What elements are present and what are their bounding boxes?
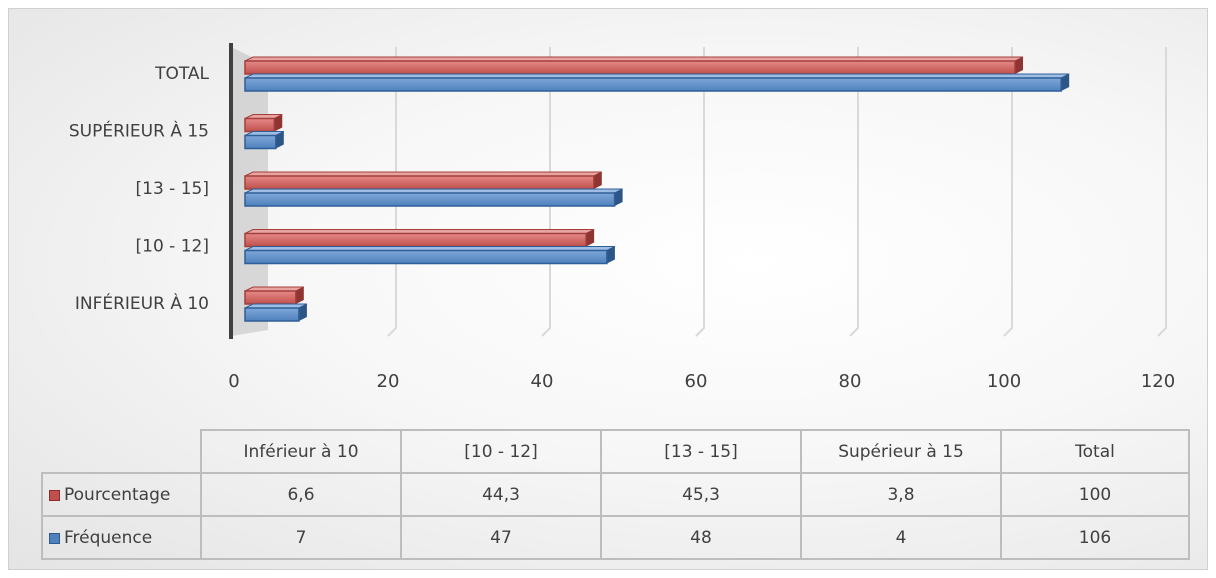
x-tick-label: 40 xyxy=(531,371,554,392)
table-cell: 3,8 xyxy=(800,472,1002,517)
gridline xyxy=(387,47,397,337)
bar-pourcentage xyxy=(244,175,595,190)
x-tick-label: 80 xyxy=(839,371,862,392)
bar-pourcentage xyxy=(244,232,587,248)
data-table: Inférieur à 10 [10 - 12] [13 - 15] Supér… xyxy=(41,429,1190,560)
x-tick-label: 20 xyxy=(377,371,400,392)
table-cell: 7 xyxy=(200,515,402,560)
x-tick-label: 0 xyxy=(228,371,239,392)
table-cell: 106 xyxy=(1000,515,1190,560)
bar-end-face xyxy=(1015,57,1023,74)
bar-frequence xyxy=(244,134,277,150)
bar-end-face xyxy=(593,172,602,189)
bar-end-face xyxy=(275,131,284,149)
table-cell: 6,6 xyxy=(200,472,402,517)
bar-end-face xyxy=(298,304,307,321)
x-tick-label: 100 xyxy=(987,371,1021,392)
table-header-cell: Inférieur à 10 xyxy=(200,429,402,474)
table-row-frequence: Fréquence 7 47 48 4 106 xyxy=(41,515,1190,560)
bar-end-face xyxy=(614,189,623,206)
gridline xyxy=(1003,47,1013,337)
category-label: [10 - 12] xyxy=(136,237,209,257)
category-label: SUPÉRIEUR À 15 xyxy=(69,120,209,142)
table-header-cell: [10 - 12] xyxy=(400,429,602,474)
table-cell: 47 xyxy=(400,515,602,560)
bar-frequence xyxy=(244,77,1062,92)
table-header-cell: [13 - 15] xyxy=(600,429,802,474)
x-tick-label: 120 xyxy=(1141,371,1175,392)
gridline xyxy=(849,47,859,337)
table-row-pourcentage: Pourcentage 6,6 44,3 45,3 3,8 100 xyxy=(41,472,1190,517)
category-label: TOTAL xyxy=(154,64,209,84)
bar-pourcentage xyxy=(244,290,297,305)
bar-frequence xyxy=(244,192,616,207)
legend-entry-frequence: Fréquence xyxy=(41,515,202,560)
bar-frequence xyxy=(244,307,300,322)
chart-frame: 0 20 40 60 80 100 120 INFÉRIEUR À 10 [10 - 12] [1… xyxy=(8,8,1208,570)
table-cell: 48 xyxy=(600,515,802,560)
bar-end-face xyxy=(586,229,595,247)
category-label: INFÉRIEUR À 10 xyxy=(75,292,209,314)
bar-pourcentage xyxy=(244,60,1016,75)
table-cell: 100 xyxy=(1000,472,1190,517)
category-label: [13 - 15] xyxy=(136,179,209,199)
legend-label: Fréquence xyxy=(64,527,153,548)
gridline xyxy=(1157,47,1167,337)
legend-entry-pourcentage: Pourcentage xyxy=(41,472,202,517)
bar-end-face xyxy=(1061,74,1070,91)
table-cell: 4 xyxy=(800,515,1002,560)
table-header-cell: Total xyxy=(1000,429,1190,474)
table-cell: 44,3 xyxy=(400,472,602,517)
bar-end-face xyxy=(295,287,304,304)
gridline xyxy=(695,47,705,337)
bar-end-face xyxy=(274,114,283,132)
x-tick-label: 60 xyxy=(685,371,708,392)
table-cell: 45,3 xyxy=(600,472,802,517)
legend-label: Pourcentage xyxy=(64,484,171,505)
table-corner xyxy=(42,430,201,473)
bar-frequence xyxy=(244,249,608,265)
table-header-row: Inférieur à 10 [10 - 12] [13 - 15] Supér… xyxy=(42,429,1190,474)
bar-chart: 0 20 40 60 80 100 120 INFÉRIEUR À 10 [10 - 12] [1… xyxy=(69,43,1175,392)
gridline xyxy=(541,47,551,337)
bar-pourcentage xyxy=(244,117,276,133)
legend-swatch-red xyxy=(49,489,60,501)
table-header-cell: Supérieur à 15 xyxy=(800,429,1002,474)
legend-swatch-blue xyxy=(49,532,60,544)
bar-end-face xyxy=(606,246,615,264)
